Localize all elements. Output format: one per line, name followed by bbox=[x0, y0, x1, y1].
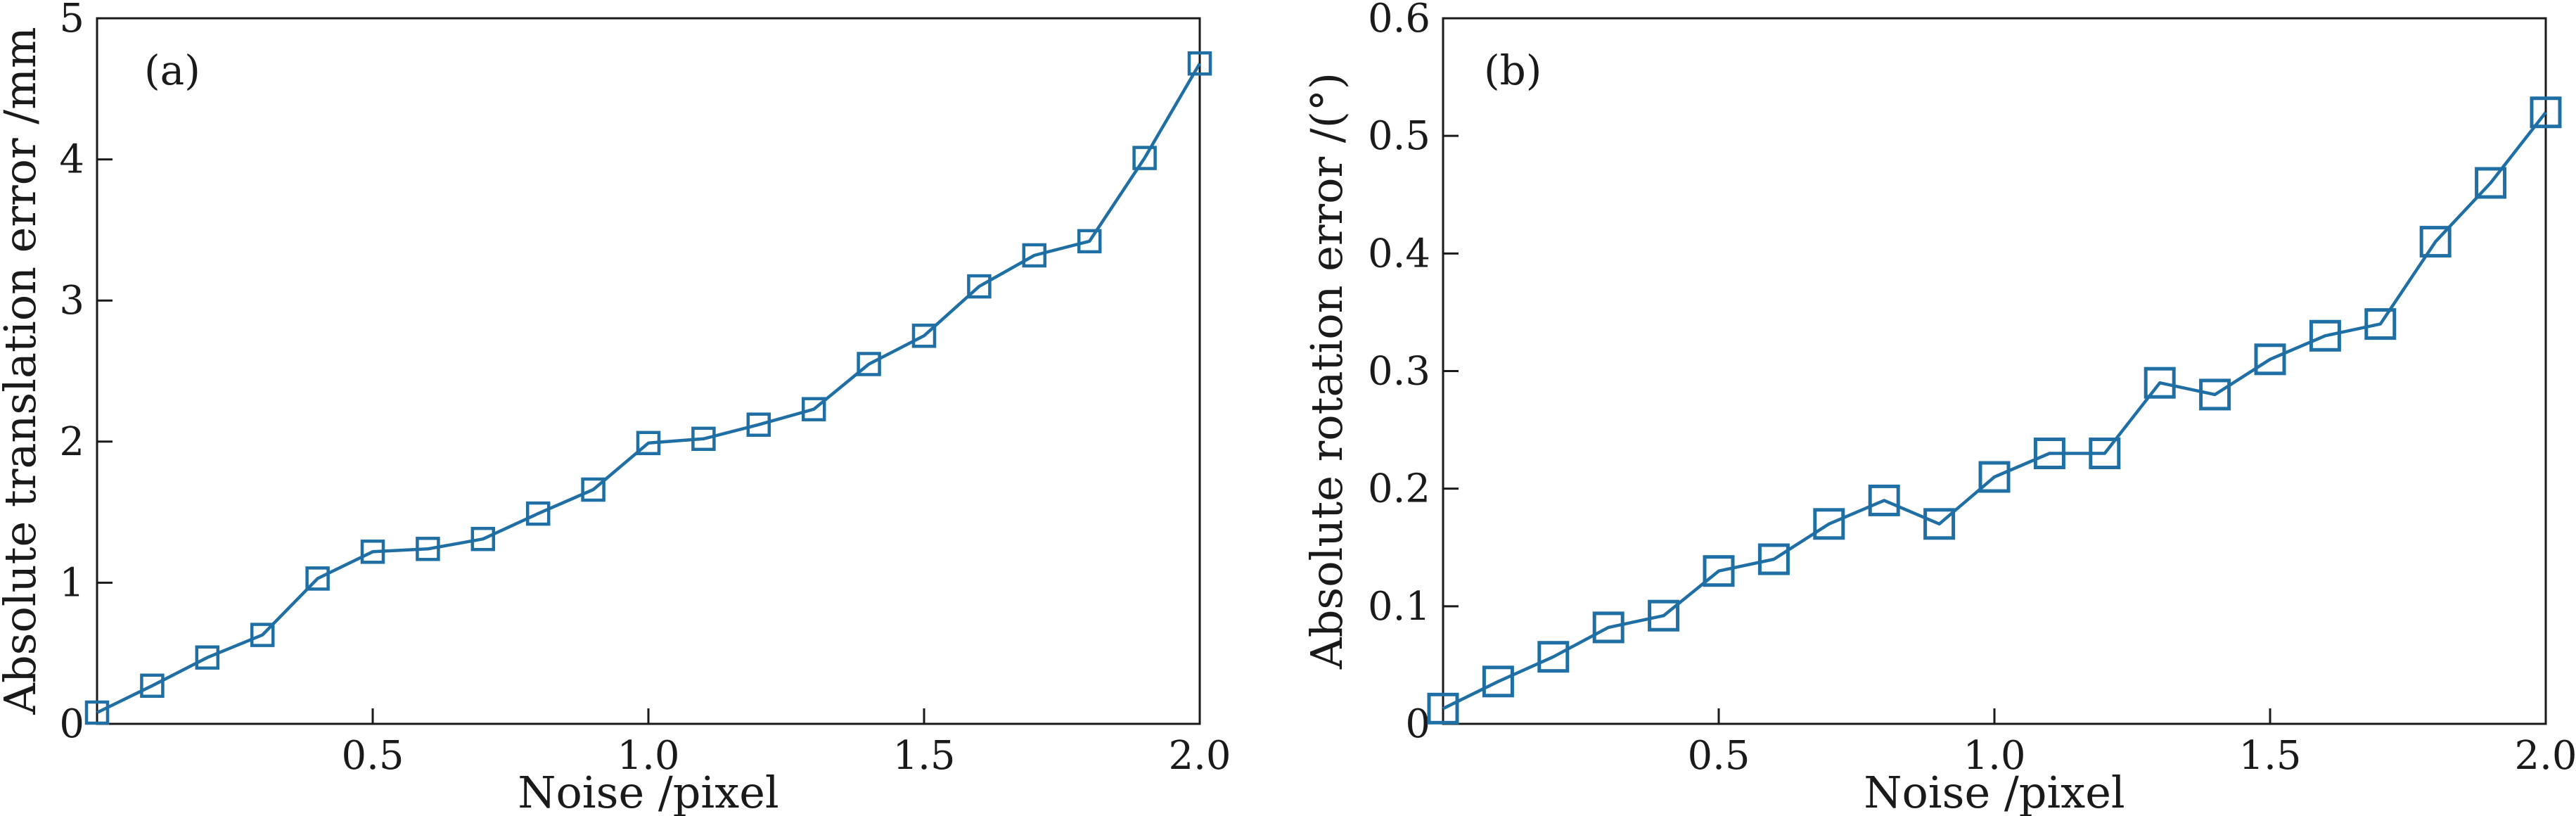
data-point-marker-a bbox=[1132, 146, 1157, 170]
data-point-marker-b bbox=[1482, 665, 1514, 698]
y-tick-label-a: 2 bbox=[59, 419, 84, 465]
data-point-marker-b bbox=[1978, 461, 2011, 493]
panel-label-a: (a) bbox=[144, 46, 200, 94]
data-point-marker-a bbox=[84, 700, 110, 725]
data-point-marker-a bbox=[416, 537, 440, 561]
y-tick-label-b: 0.2 bbox=[1368, 466, 1430, 512]
x-tick-label-b: 1.5 bbox=[2238, 733, 2301, 779]
y-tick-label-a: 5 bbox=[59, 0, 84, 42]
data-point-marker-b bbox=[1868, 484, 1900, 516]
x-tick-label-a: 2.0 bbox=[1168, 733, 1231, 779]
data-point-marker-b bbox=[2089, 438, 2121, 469]
y-tick-label-b: 0.5 bbox=[1368, 113, 1430, 159]
data-point-marker-b bbox=[1703, 555, 1735, 587]
data-point-marker-a bbox=[857, 352, 881, 376]
data-point-marker-a bbox=[691, 426, 716, 452]
tick-group-b bbox=[1443, 17, 2547, 725]
data-point-marker-b bbox=[2199, 378, 2231, 411]
data-point-marker-b bbox=[1592, 611, 1625, 644]
x-tick-label-a: 1.0 bbox=[617, 733, 679, 779]
y-tick-label-a: 3 bbox=[59, 278, 84, 324]
data-point-marker-a bbox=[360, 540, 385, 564]
data-point-marker-a bbox=[581, 477, 605, 502]
y-tick-label-b: 0 bbox=[1405, 701, 1430, 747]
data-point-marker-a bbox=[250, 623, 275, 647]
tick-labels-b: 0.5 1.0 1.5 2.0 0 0.1 0.2 0.3 0.4 0.5 0.6 bbox=[1368, 0, 2576, 779]
x-tick-label-a: 0.5 bbox=[341, 733, 404, 779]
y-tick-label-b: 0.1 bbox=[1368, 584, 1430, 630]
data-point-marker-a bbox=[305, 566, 330, 591]
data-point-marker-a bbox=[746, 412, 771, 437]
data-point-marker-b bbox=[2419, 226, 2452, 258]
data-point-marker-a bbox=[525, 501, 551, 526]
data-point-marker-a bbox=[195, 645, 220, 670]
data-point-marker-a bbox=[1077, 229, 1102, 254]
x-tick-label-b: 2.0 bbox=[2514, 733, 2576, 779]
series-line-a bbox=[96, 63, 1201, 715]
data-point-marker-b bbox=[1537, 641, 1570, 673]
y-tick-label-a: 0 bbox=[59, 701, 84, 747]
data-point-marker-b bbox=[2309, 319, 2341, 352]
data-point-marker-a bbox=[470, 526, 496, 552]
tick-labels-a: 0.5 1.0 1.5 2.0 0 1 2 3 4 5 bbox=[59, 0, 1231, 779]
x-axis-label-a: Noise /pixel bbox=[518, 767, 779, 816]
data-point-marker-a bbox=[140, 673, 165, 699]
data-point-marker-b bbox=[1757, 543, 1790, 575]
y-tick-label-a: 4 bbox=[59, 137, 84, 183]
y-tick-label-b: 0.6 bbox=[1368, 0, 1430, 42]
series-group-b bbox=[1427, 96, 2562, 725]
data-point-marker-a bbox=[1187, 51, 1212, 76]
panel-label-b: (b) bbox=[1484, 46, 1542, 94]
data-point-marker-b bbox=[2254, 343, 2286, 376]
data-point-marker-a bbox=[911, 324, 937, 348]
data-point-marker-b bbox=[1648, 599, 1680, 632]
data-point-marker-b bbox=[1813, 508, 1845, 540]
data-point-marker-a bbox=[801, 397, 826, 421]
series-line-b bbox=[1442, 111, 2547, 710]
data-point-marker-a bbox=[1022, 243, 1047, 268]
y-tick-label-b: 0.4 bbox=[1368, 231, 1430, 276]
data-point-marker-b bbox=[2530, 96, 2562, 129]
y-axis-label-a: Absolute translation error /mm bbox=[0, 27, 46, 715]
y-axis-label-b: Absolute rotation error /(°) bbox=[1301, 72, 1352, 670]
data-point-marker-b bbox=[2364, 308, 2397, 340]
data-point-marker-a bbox=[967, 274, 992, 299]
chart-panel-a: 0.5 1.0 1.5 2.0 0 1 2 3 4 5 (a) Noise /pixel Abso… bbox=[0, 0, 1231, 816]
y-tick-label-b: 0.3 bbox=[1368, 349, 1430, 395]
data-point-marker-b bbox=[1923, 508, 1956, 540]
data-point-marker-b bbox=[2033, 438, 2065, 469]
data-point-marker-b bbox=[2144, 366, 2176, 399]
series-group-a bbox=[84, 51, 1212, 725]
data-point-marker-b bbox=[1427, 692, 1459, 725]
x-tick-label-b: 0.5 bbox=[1687, 733, 1750, 779]
x-tick-label-a: 1.5 bbox=[892, 733, 955, 779]
data-point-marker-b bbox=[2475, 167, 2507, 199]
data-point-marker-a bbox=[636, 431, 661, 456]
x-axis-label-b: Noise /pixel bbox=[1864, 767, 2125, 816]
chart-panel-b: 0.5 1.0 1.5 2.0 0 0.1 0.2 0.3 0.4 0.5 0.6 (b) Nois… bbox=[1301, 0, 2576, 816]
x-tick-label-b: 1.0 bbox=[1963, 733, 2025, 779]
y-tick-label-a: 1 bbox=[59, 560, 84, 606]
